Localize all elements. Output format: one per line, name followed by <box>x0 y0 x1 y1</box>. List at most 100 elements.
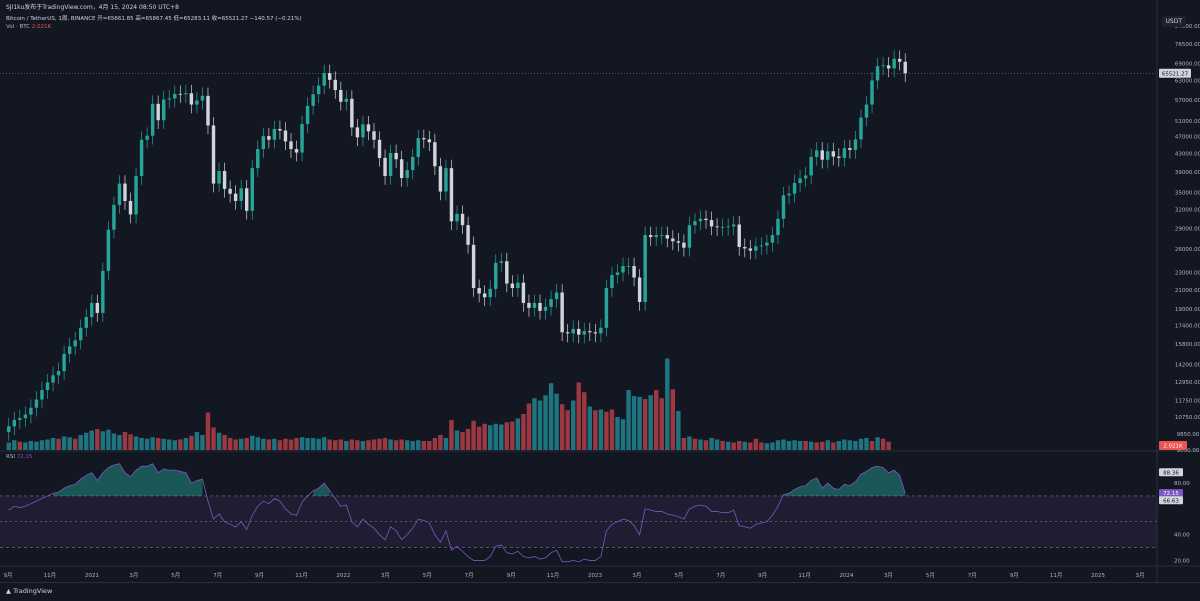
candle-body <box>471 244 476 289</box>
volume-bar <box>150 437 155 450</box>
volume-bar <box>853 441 858 450</box>
volume-bar <box>122 432 128 450</box>
volume-bar <box>482 423 487 450</box>
price-tick-label: 9050.00 <box>1177 448 1200 454</box>
volume-bar <box>28 441 34 450</box>
volume-bar <box>266 439 272 450</box>
volume-bar <box>626 390 631 450</box>
candle-body <box>826 151 830 160</box>
candle-body <box>715 226 719 228</box>
volume-badge: 2.021K <box>1163 444 1183 450</box>
volume-bar <box>56 438 61 450</box>
candle-body <box>156 103 160 121</box>
candle-body <box>731 224 736 227</box>
volume-bar <box>759 442 764 450</box>
candle-body <box>106 229 111 271</box>
volume-bar <box>521 414 526 450</box>
volume-bar <box>609 409 615 450</box>
volume-bar <box>703 440 709 450</box>
price-tick-label: 84000.00 <box>1175 24 1200 30</box>
volume-bar <box>864 438 869 450</box>
volume-bar <box>797 441 803 450</box>
candle-body <box>665 235 669 239</box>
candle-body <box>488 288 492 298</box>
candle-body <box>803 175 808 179</box>
volume-bar <box>648 395 653 450</box>
currency-badge[interactable]: USDT <box>1161 16 1186 27</box>
volume-value: 2.021K <box>31 24 52 30</box>
volume-bar <box>471 420 476 450</box>
volume-bar <box>510 421 515 450</box>
volume-bar <box>84 432 89 450</box>
tradingview-logo[interactable]: ▲ TradingView <box>6 587 52 595</box>
time-tick-label: 9月 <box>1010 572 1019 579</box>
volume-bar <box>548 383 554 450</box>
volume-legend[interactable]: Vol · BTC 2.021K <box>6 24 51 30</box>
candle-body <box>344 98 349 102</box>
candle-body <box>372 131 376 140</box>
volume-bar <box>565 410 570 450</box>
volume-bar <box>720 441 725 450</box>
volume-bar <box>233 439 238 450</box>
candle-body <box>781 195 786 219</box>
volume-bar <box>12 440 17 450</box>
candle-body <box>316 85 321 95</box>
volume-bar <box>532 398 537 450</box>
candle-body <box>173 93 177 99</box>
time-tick-label: 7月 <box>213 572 222 579</box>
volume-bar <box>587 406 593 450</box>
footer-bar: ▲ TradingView <box>0 582 1200 601</box>
volume-bar <box>504 422 510 450</box>
volume-bar <box>781 439 786 450</box>
candle-body <box>743 246 747 249</box>
candle-body <box>792 183 797 194</box>
candle-body <box>139 139 144 176</box>
volume-bar <box>133 436 139 450</box>
candle-body <box>12 419 17 427</box>
volume-bar <box>360 441 366 450</box>
candle-body <box>554 292 559 300</box>
volume-bar <box>277 440 283 450</box>
volume-bar <box>178 439 183 450</box>
volume-bar <box>238 438 244 450</box>
time-tick-label: 2022 <box>336 573 350 579</box>
volume-bar <box>698 439 703 450</box>
candle-body <box>322 73 326 86</box>
volume-bar <box>709 438 714 450</box>
rsi-tick-label: 40.00 <box>1174 533 1190 539</box>
volume-bar <box>443 438 449 450</box>
rsi-badge-bg <box>1159 468 1183 477</box>
candle-body <box>560 292 564 333</box>
volume-bar <box>344 441 349 450</box>
volume-bar <box>438 435 443 450</box>
volume-bar <box>803 441 808 450</box>
price-tick-label: 10750.00 <box>1175 415 1200 421</box>
candle-body <box>283 130 288 142</box>
rsi-tick-label: 20.00 <box>1174 558 1190 564</box>
candle-body <box>339 90 343 102</box>
time-tick-label: 3月 <box>381 572 390 579</box>
candle-body <box>388 152 393 176</box>
volume-bar <box>460 432 465 450</box>
candle-body <box>543 306 548 311</box>
candle-body <box>294 149 299 153</box>
volume-bar <box>582 392 587 450</box>
volume-bar <box>244 438 249 450</box>
candle-body <box>422 138 426 140</box>
chart-caption: SJI1ku发布于TradingView.com，4月 15, 2024 08:… <box>6 4 179 11</box>
candle-body <box>859 117 863 140</box>
volume-bar <box>72 438 78 450</box>
symbol-name[interactable]: Bitcoin / TetherUS, 1周, BINANCE <box>6 16 96 22</box>
volume-bar <box>493 423 498 450</box>
candle-body <box>427 139 432 143</box>
rsi-legend[interactable]: RSI 72.15 <box>6 454 32 460</box>
price-tick-label: 57000.00 <box>1175 98 1200 104</box>
candle-body <box>870 80 874 105</box>
price-tick-label: 12950.00 <box>1175 380 1200 386</box>
candle-body <box>117 183 122 205</box>
price-tick-label: 43000.00 <box>1175 151 1200 157</box>
time-tick-label: 11月 <box>798 572 811 579</box>
rsi-badge-bg <box>1159 489 1183 498</box>
candle-body <box>399 159 404 178</box>
